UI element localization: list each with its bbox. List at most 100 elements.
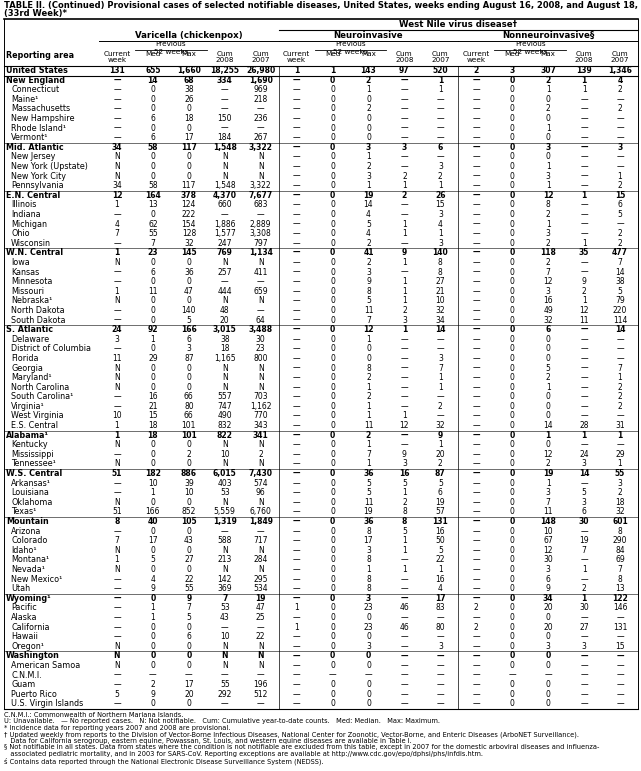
Text: American Samoa: American Samoa: [11, 661, 80, 670]
Text: Massachusetts: Massachusetts: [11, 104, 70, 113]
Text: 3,308: 3,308: [250, 229, 272, 238]
Text: 0: 0: [151, 258, 155, 267]
Text: 58: 58: [147, 143, 158, 152]
Text: Georgia: Georgia: [11, 363, 43, 372]
Text: 12: 12: [112, 190, 122, 200]
Text: Wyoming¹: Wyoming¹: [6, 594, 52, 603]
Text: 18: 18: [184, 114, 194, 123]
Text: 0: 0: [151, 153, 155, 161]
Text: —: —: [437, 104, 444, 113]
Text: —: —: [113, 239, 121, 247]
Text: U.S. Virgin Islands: U.S. Virgin Islands: [11, 699, 83, 709]
Text: 1: 1: [545, 123, 551, 133]
Text: —: —: [221, 671, 229, 679]
Text: 1: 1: [402, 537, 407, 545]
Text: 6: 6: [151, 114, 155, 123]
Text: —: —: [401, 392, 408, 401]
Text: N: N: [258, 440, 263, 449]
Text: —: —: [293, 76, 301, 85]
Text: 3: 3: [366, 143, 371, 152]
Text: 284: 284: [253, 555, 268, 564]
Text: 0: 0: [151, 382, 155, 392]
Text: —: —: [580, 258, 588, 267]
Text: 34: 34: [435, 315, 445, 325]
Text: 0: 0: [510, 632, 515, 641]
Text: 1: 1: [618, 373, 622, 382]
Text: —: —: [616, 671, 624, 679]
Text: Pennsylvania: Pennsylvania: [11, 181, 63, 190]
Text: 5: 5: [438, 479, 443, 488]
Text: 247: 247: [217, 239, 232, 247]
Text: 0: 0: [510, 153, 515, 161]
Text: Mississippi: Mississippi: [11, 450, 54, 459]
Text: 6: 6: [545, 325, 551, 334]
Text: —: —: [472, 690, 480, 699]
Text: Wisconsin: Wisconsin: [11, 239, 51, 247]
Text: 6: 6: [187, 632, 191, 641]
Text: —: —: [293, 220, 301, 228]
Text: 55: 55: [220, 680, 229, 689]
Text: Connecticut: Connecticut: [11, 85, 59, 94]
Text: 38: 38: [615, 277, 625, 286]
Text: —: —: [616, 613, 624, 622]
Text: —: —: [580, 632, 588, 641]
Text: 0: 0: [510, 488, 515, 497]
Text: 0: 0: [510, 190, 515, 200]
Text: —: —: [472, 699, 480, 709]
Text: 1: 1: [402, 220, 407, 228]
Text: 0: 0: [510, 123, 515, 133]
Text: 0: 0: [330, 565, 335, 574]
Text: 0: 0: [330, 277, 335, 286]
Text: 1,548: 1,548: [214, 181, 236, 190]
Text: —: —: [293, 460, 301, 469]
Text: 2: 2: [545, 210, 551, 219]
Text: 0: 0: [151, 315, 155, 325]
Text: N: N: [258, 565, 263, 574]
Text: 2: 2: [366, 373, 371, 382]
Text: —: —: [293, 172, 301, 180]
Text: 0: 0: [151, 699, 155, 709]
Text: —: —: [401, 661, 408, 670]
Text: 40: 40: [147, 517, 158, 526]
Text: 12: 12: [400, 421, 409, 430]
Text: 31: 31: [615, 421, 625, 430]
Text: 2: 2: [474, 623, 479, 631]
Text: California: California: [11, 623, 49, 631]
Text: 6: 6: [151, 268, 155, 277]
Text: 0: 0: [330, 181, 335, 190]
Text: 12: 12: [363, 325, 374, 334]
Text: N: N: [113, 651, 121, 661]
Text: 3: 3: [402, 460, 407, 469]
Text: 6: 6: [151, 133, 155, 142]
Text: —: —: [401, 104, 408, 113]
Text: —: —: [472, 392, 480, 401]
Text: 131: 131: [613, 623, 628, 631]
Text: Arizona: Arizona: [11, 527, 42, 536]
Text: 290: 290: [613, 537, 628, 545]
Text: —: —: [257, 210, 265, 219]
Text: Montana¹: Montana¹: [11, 555, 49, 564]
Text: N: N: [222, 373, 228, 382]
Text: 770: 770: [253, 412, 268, 420]
Text: —: —: [580, 95, 588, 104]
Text: —: —: [293, 248, 301, 258]
Text: 1: 1: [366, 181, 371, 190]
Text: 3: 3: [581, 460, 587, 469]
Text: 0: 0: [510, 517, 515, 526]
Text: 2: 2: [187, 450, 191, 459]
Text: 2: 2: [618, 239, 622, 247]
Text: 32: 32: [435, 421, 445, 430]
Text: 41: 41: [363, 248, 374, 258]
Text: —: —: [472, 546, 480, 555]
Text: —: —: [257, 277, 265, 286]
Text: 0: 0: [330, 632, 335, 641]
Text: N: N: [258, 641, 263, 651]
Text: N: N: [258, 363, 263, 372]
Text: 822: 822: [217, 431, 233, 439]
Text: 8: 8: [438, 268, 443, 277]
Text: —: —: [293, 239, 301, 247]
Text: —: —: [616, 345, 624, 353]
Text: 23: 23: [147, 248, 158, 258]
Text: 2: 2: [474, 66, 479, 75]
Text: —: —: [580, 680, 588, 689]
